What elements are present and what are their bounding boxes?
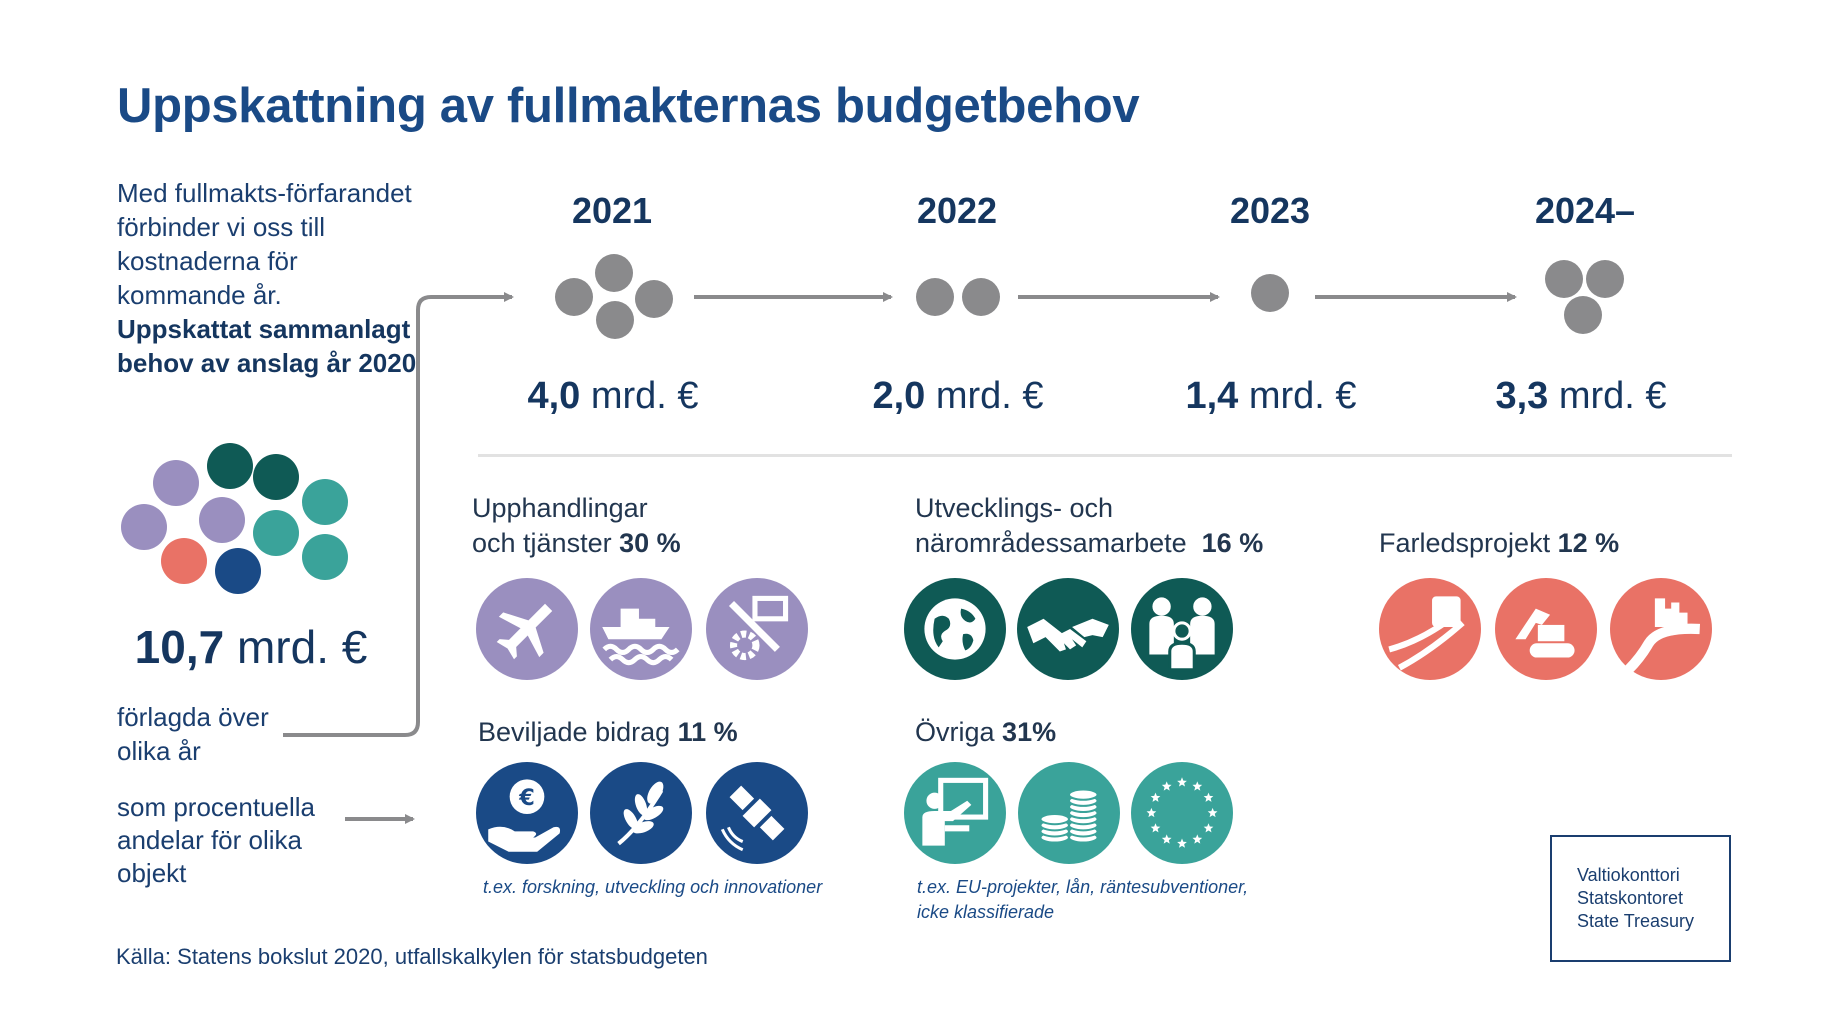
total-cluster-graphic — [121, 443, 348, 594]
eu-star — [1192, 781, 1203, 791]
category-grants-label: Beviljade bidrag 11 % — [478, 717, 738, 747]
coins-icon — [1018, 762, 1120, 864]
total-amount: 10,7 mrd. € — [134, 621, 368, 673]
eu-star — [1150, 792, 1161, 802]
cluster-dot — [153, 460, 199, 506]
globe-icon — [904, 578, 1006, 680]
caption-years: förlagda över olika år — [117, 702, 269, 766]
cluster-dot — [121, 504, 167, 550]
airplane-icon — [476, 578, 578, 680]
dots-2023 — [1251, 274, 1289, 312]
cluster-dot — [199, 497, 245, 543]
eu-star — [1146, 807, 1157, 818]
cluster-dot — [302, 534, 348, 580]
amount-2023: 1,4 mrd. € — [1185, 375, 1357, 417]
eu-star — [1177, 777, 1187, 787]
intro-highlight: Uppskattat sammanlagt behov av anslag år… — [117, 314, 417, 378]
excavator-icon — [1495, 578, 1597, 680]
satellite-icon — [706, 762, 808, 864]
eu-star — [1203, 823, 1214, 833]
year-2023: 2023 — [1229, 190, 1311, 231]
cluster-dot — [253, 510, 299, 556]
category-development-label: Utvecklings- och närområdessamarbete 16 … — [915, 493, 1264, 558]
river-icon — [1610, 578, 1712, 680]
eu-stars-icon — [1131, 762, 1233, 864]
intro-text: Med fullmakts-förfarandet förbinder vi o… — [117, 176, 417, 380]
cluster-dot — [161, 538, 207, 584]
eu-star — [1192, 834, 1203, 844]
laurel-icon — [590, 762, 692, 864]
source-text: Källa: Statens bokslut 2020, utfallskalk… — [116, 944, 708, 969]
handshake-icon — [1017, 578, 1119, 680]
family-icon — [1131, 578, 1233, 680]
eu-star — [1150, 823, 1161, 833]
year-2024: 2024– — [1534, 190, 1636, 231]
dots-2021 — [555, 254, 673, 339]
dots-2022 — [916, 278, 1000, 316]
other-note: t.ex. EU-projekter, lån, räntesubvention… — [917, 877, 1249, 922]
cluster-dot — [215, 548, 261, 594]
euro-hand-icon: € — [476, 762, 578, 864]
svg-text:€: € — [518, 785, 535, 811]
tools-icon — [706, 578, 808, 680]
arrow-to-timeline — [283, 292, 514, 737]
cluster-dot — [253, 454, 299, 500]
section-divider — [478, 454, 1732, 457]
eu-star — [1177, 838, 1187, 848]
cluster-dot — [207, 443, 253, 489]
grants-note: t.ex. forskning, utveckling och innovati… — [483, 877, 823, 897]
dots-2024 — [1545, 260, 1624, 334]
amount-2021: 4,0 mrd. € — [527, 375, 699, 417]
year-2021: 2021 — [571, 190, 653, 231]
caption-shares: som procentuella andelar för olika objek… — [117, 792, 315, 888]
page-title: Uppskattning av fullmakternas budgetbeho… — [117, 79, 1140, 133]
category-fairway-label: Farledsprojekt 12 % — [1379, 528, 1620, 558]
teacher-icon — [904, 762, 1006, 864]
category-other-label: Övriga 31% — [915, 717, 1057, 747]
amount-2024: 3,3 mrd. € — [1495, 375, 1667, 417]
year-2022: 2022 — [916, 190, 998, 231]
cluster-dot — [302, 479, 348, 525]
eu-star — [1161, 834, 1172, 844]
eu-star — [1203, 792, 1214, 802]
logo-state-treasury: Valtiokonttori Statskontoret State Treas… — [1550, 835, 1731, 962]
road-icon — [1379, 578, 1481, 680]
eu-star — [1207, 807, 1218, 818]
amount-2022: 2,0 mrd. € — [872, 375, 1044, 417]
intro-paragraph: Med fullmakts-förfarandet förbinder vi o… — [117, 178, 412, 310]
eu-star — [1161, 781, 1172, 791]
category-procurement-label: Upphandlingar och tjänster 30 % — [472, 493, 681, 558]
ship-icon — [590, 578, 692, 680]
